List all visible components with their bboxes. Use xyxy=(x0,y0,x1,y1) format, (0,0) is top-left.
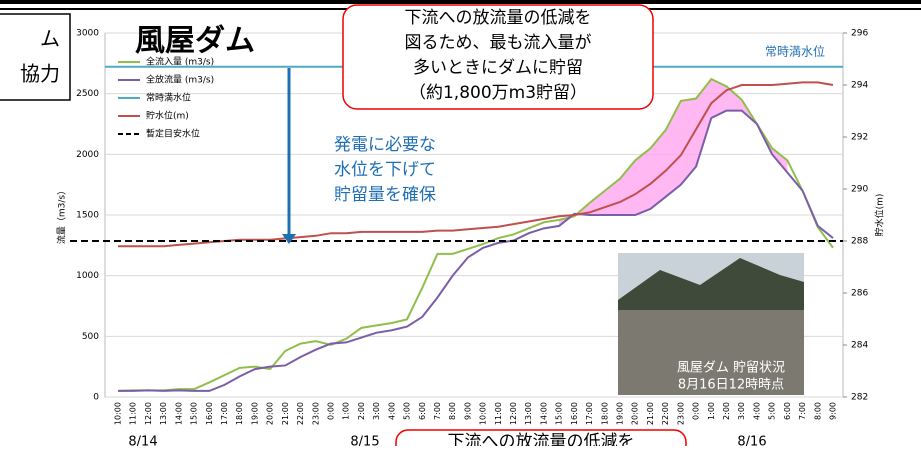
x-tick-label: 11:00 xyxy=(129,402,138,425)
x-tick-label: 5:00 xyxy=(768,402,777,420)
y2-tick-label: 294 xyxy=(851,81,868,91)
y2-tick-label: 284 xyxy=(851,341,868,351)
x-tick-label: 14:00 xyxy=(174,402,183,425)
y2-tick-label: 282 xyxy=(851,393,868,403)
chart-title: 風屋ダム xyxy=(135,24,255,59)
note: 発電に必要な xyxy=(334,135,436,155)
y-tick-label: 2000 xyxy=(76,150,99,160)
x-tick-label: 6:00 xyxy=(783,402,792,420)
y-tick-label: 3000 xyxy=(76,29,99,39)
x-tick-label: 8:00 xyxy=(448,402,457,420)
y-tick-label: 0 xyxy=(93,393,99,403)
x-tick-label: 11:00 xyxy=(494,402,503,425)
callout xyxy=(395,429,687,450)
x-tick-label: 4:00 xyxy=(752,402,761,420)
x-tick-label: 3:00 xyxy=(372,402,381,420)
x-tick-label: 20:00 xyxy=(631,402,640,425)
x-tick-label: 23:00 xyxy=(676,402,685,425)
x-tick-label: 21:00 xyxy=(281,402,290,425)
x-tick-label: 0:00 xyxy=(326,402,335,420)
x-tick-label: 2:00 xyxy=(722,402,731,420)
x-tick-label: 3:00 xyxy=(737,402,746,420)
note: 貯留量を確保 xyxy=(334,185,436,205)
callout-text: （約1,800万m3貯留） xyxy=(409,83,587,103)
x-tick-label: 10:00 xyxy=(114,402,123,425)
x-tick-label: 13:00 xyxy=(159,402,168,425)
callout-text: 多いときにダムに貯留 xyxy=(413,58,583,78)
legend-label: 貯水位(m) xyxy=(146,110,189,122)
x-tick-label: 12:00 xyxy=(509,402,518,425)
y2-tick-label: 290 xyxy=(851,185,868,195)
x-tick-label: 18:00 xyxy=(235,402,244,425)
legend-label: 暫定目安水位 xyxy=(146,128,200,140)
date-label: 8/15 xyxy=(350,435,379,447)
photo-caption: 8月16日12時時点 xyxy=(678,378,784,393)
x-tick-label: 10:00 xyxy=(479,402,488,425)
note: 水位を下げて xyxy=(334,160,436,180)
y2-tick-label: 286 xyxy=(851,289,868,299)
y-axis-label: 流量（m3/s） xyxy=(56,186,68,244)
arrow-head xyxy=(282,234,296,244)
x-tick-label: 7:00 xyxy=(798,402,807,420)
y2-tick-label: 296 xyxy=(851,29,868,39)
x-tick-label: 16:00 xyxy=(570,402,579,425)
callout-text: 図るため、最も流入量が xyxy=(405,33,592,53)
side-box-text: ム xyxy=(40,27,60,51)
x-tick-label: 5:00 xyxy=(403,402,412,420)
x-tick-label: 1:00 xyxy=(707,402,716,420)
x-tick-label: 0:00 xyxy=(692,402,701,420)
x-tick-label: 14:00 xyxy=(539,402,548,425)
top-border xyxy=(0,0,921,4)
callout xyxy=(342,4,654,110)
x-tick-label: 9:00 xyxy=(463,402,472,420)
x-tick-label: 15:00 xyxy=(555,402,564,425)
x-tick-label: 6:00 xyxy=(418,402,427,420)
storage-fill xyxy=(559,79,788,226)
photo-mountain xyxy=(618,258,804,310)
series-line xyxy=(117,77,834,392)
x-tick-label: 1:00 xyxy=(342,402,351,420)
x-tick-label: 23:00 xyxy=(311,402,320,425)
legend-label: 常時満水位 xyxy=(146,92,191,104)
y-tick-label: 2500 xyxy=(76,89,99,99)
x-tick-label: 21:00 xyxy=(646,402,655,425)
y-tick-label: 1500 xyxy=(76,211,99,221)
x-tick-label: 19:00 xyxy=(616,402,625,425)
y2-tick-label: 292 xyxy=(851,133,868,143)
x-tick-label: 8:00 xyxy=(813,402,822,420)
x-tick-label: 13:00 xyxy=(524,402,533,425)
x-tick-label: 4:00 xyxy=(387,402,396,420)
y2-tick-label: 288 xyxy=(851,237,868,247)
side-box xyxy=(0,13,71,101)
y-tick-label: 500 xyxy=(82,332,99,342)
x-tick-label: 19:00 xyxy=(250,402,259,425)
x-tick-label: 2:00 xyxy=(357,402,366,420)
y2-axis-label: 貯水位(m) xyxy=(874,194,886,237)
series-line xyxy=(118,109,834,392)
x-tick-label: 22:00 xyxy=(296,402,305,425)
x-tick-label: 12:00 xyxy=(144,402,153,425)
side-box-text: 協力 xyxy=(20,62,60,86)
date-label: 8/14 xyxy=(128,435,157,447)
y-tick-label: 1000 xyxy=(76,271,99,281)
x-tick-label: 17:00 xyxy=(220,402,229,425)
callout-text: 下流への放流量の低減を xyxy=(405,8,592,28)
x-tick-label: 7:00 xyxy=(433,402,442,420)
x-tick-label: 20:00 xyxy=(266,402,275,425)
date-label: 8/16 xyxy=(737,435,766,447)
callout-text: 下流への放流量の低減を xyxy=(448,432,635,446)
legend-label: 全流入量 (m3/s) xyxy=(146,56,214,68)
photo-caption: 風屋ダム 貯留状況 xyxy=(677,361,785,376)
x-tick-label: 15:00 xyxy=(190,402,199,425)
x-tick-label: 17:00 xyxy=(585,402,594,425)
x-tick-label: 22:00 xyxy=(661,402,670,425)
x-tick-label: 18:00 xyxy=(600,402,609,425)
full-level-label: 常時満水位 xyxy=(765,44,825,59)
legend-label: 全放流量 (m3/s) xyxy=(146,74,214,86)
x-tick-label: 9:00 xyxy=(829,402,838,420)
x-tick-label: 16:00 xyxy=(205,402,214,425)
series-line xyxy=(118,81,834,248)
